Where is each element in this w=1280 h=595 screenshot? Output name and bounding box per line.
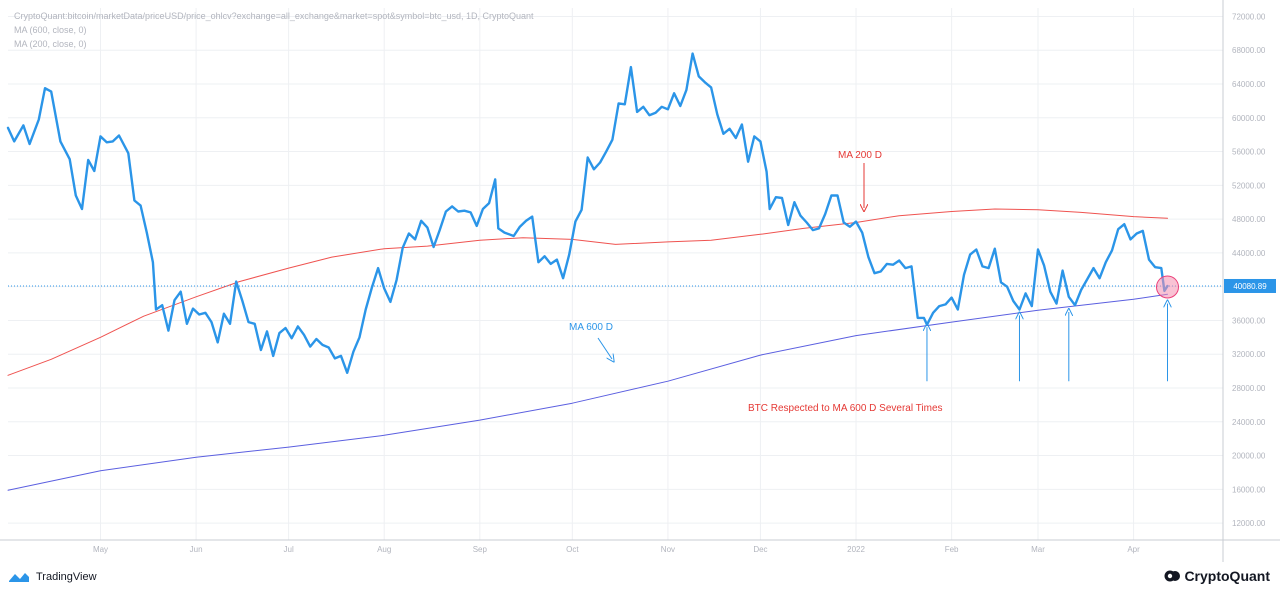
- y-tick-label: 64000.00: [1232, 80, 1266, 89]
- x-tick-label: Dec: [753, 545, 767, 554]
- y-tick-label: 36000.00: [1232, 316, 1266, 325]
- x-tick-label: May: [93, 545, 108, 554]
- x-tick-label: Apr: [1127, 545, 1140, 554]
- current-touch-highlight: [1155, 275, 1179, 299]
- tradingview-icon: [9, 573, 29, 582]
- y-tick-label: 56000.00: [1232, 148, 1266, 157]
- x-tick-label: 2022: [847, 545, 865, 554]
- x-tick-label: Feb: [945, 545, 959, 554]
- ma600-annotation-label: MA 600 D: [569, 322, 613, 333]
- series-price-line: [6, 52, 1169, 374]
- y-tick-label: 48000.00: [1232, 215, 1266, 224]
- y-tick-label: 44000.00: [1232, 249, 1266, 258]
- y-tick-label: 24000.00: [1232, 418, 1266, 427]
- y-tick-label: 60000.00: [1232, 114, 1266, 123]
- series-ma200-line: [7, 208, 1168, 376]
- ma200-annotation-label: MA 200 D: [838, 150, 882, 161]
- x-tick-label: Jul: [284, 545, 294, 554]
- y-tick-label: 32000.00: [1232, 350, 1266, 359]
- gridlines: [8, 8, 1223, 540]
- legend-ma200: MA (200, close, 0): [14, 39, 87, 49]
- x-tick-label: Sep: [473, 545, 488, 554]
- y-tick-label: 12000.00: [1232, 519, 1266, 528]
- legend-symbol: CryptoQuant:bitcoin/marketData/priceUSD/…: [14, 11, 534, 21]
- tradingview-text: TradingView: [36, 571, 97, 583]
- ma600-annotation-arrow: [597, 337, 612, 359]
- x-tick-label: Nov: [661, 545, 675, 554]
- respected-annotation-label: BTC Respected to MA 600 D Several Times: [748, 403, 943, 414]
- cryptoquant-icon: [1164, 570, 1181, 582]
- x-tick-label: Aug: [377, 545, 391, 554]
- x-tick-label: Mar: [1031, 545, 1045, 554]
- y-tick-label: 20000.00: [1232, 452, 1266, 461]
- series-ma600-line: [7, 293, 1168, 491]
- x-tick-label: Oct: [566, 545, 579, 554]
- x-tick-label: Jun: [190, 545, 203, 554]
- tradingview-logo[interactable]: TradingView: [8, 569, 97, 585]
- cryptoquant-text: CryptoQuant: [1184, 568, 1270, 584]
- y-tick-label: 72000.00: [1232, 12, 1266, 21]
- series: [6, 52, 1169, 491]
- current-price-label: 40080.89: [1233, 282, 1267, 291]
- current-price-badge: [1224, 278, 1276, 293]
- cryptoquant-logo: CryptoQuant: [1164, 567, 1270, 585]
- y-tick-label: 68000.00: [1232, 46, 1266, 55]
- y-tick-label: 16000.00: [1232, 485, 1266, 494]
- y-tick-label: 28000.00: [1232, 384, 1266, 393]
- annotations: 40080.89 MA 200 D MA 600 D BTC Respected to…: [8, 150, 1276, 414]
- legend-ma600: MA (600, close, 0): [14, 25, 87, 35]
- y-tick-label: 52000.00: [1232, 181, 1266, 190]
